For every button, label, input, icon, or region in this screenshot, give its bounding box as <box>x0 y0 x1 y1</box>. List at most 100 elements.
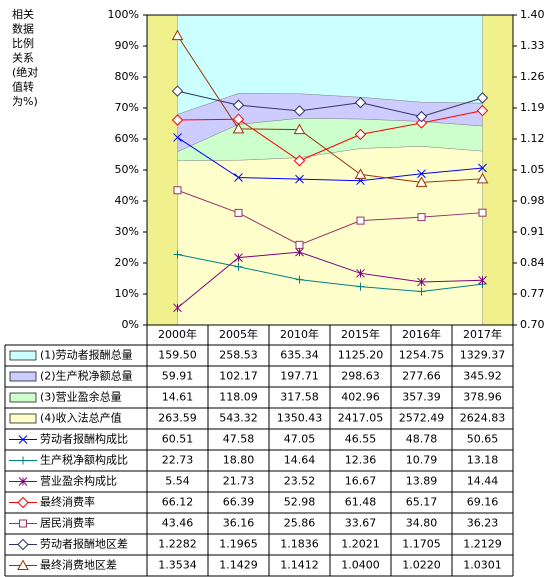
table-value: 1.1412 <box>280 559 319 572</box>
table-value: 1.0400 <box>341 559 380 572</box>
legend-marker <box>17 538 29 551</box>
y-tick-label: 90% <box>115 39 139 52</box>
table-value: 52.98 <box>284 496 316 509</box>
y-axis-label: 关系 <box>12 51 34 65</box>
table-value: 1125.20 <box>338 349 384 362</box>
x-tick-label: 2000年 <box>158 327 197 341</box>
x-tick-label: 2005年 <box>219 327 258 341</box>
marker <box>415 110 428 123</box>
marker <box>232 122 245 134</box>
table-value: 1.1836 <box>280 538 319 551</box>
y-tick-label: 10% <box>115 287 139 300</box>
line <box>177 137 483 182</box>
table-value: 66.12 <box>162 496 194 509</box>
table-value: 23.52 <box>284 475 316 488</box>
marker <box>295 275 304 284</box>
marker <box>356 216 365 225</box>
legend-key <box>9 413 37 424</box>
table-value: 277.66 <box>402 370 441 383</box>
table-value: 12.36 <box>345 454 377 467</box>
marker <box>295 247 304 257</box>
line <box>177 110 483 162</box>
table-value: 60.51 <box>162 433 194 446</box>
table-value: 2624.83 <box>460 412 506 425</box>
marker <box>171 114 184 126</box>
legend-label: (1)劳动者报酬总量 <box>40 348 133 362</box>
table-value: 16.67 <box>345 475 377 488</box>
marker <box>354 168 367 179</box>
table-value: 298.63 <box>341 370 380 383</box>
table-value: 47.58 <box>223 433 255 446</box>
marker <box>476 172 489 184</box>
table-value: 378.96 <box>463 391 502 404</box>
table-value: 43.46 <box>162 517 194 530</box>
table-value: 1.0220 <box>402 559 441 572</box>
table-value: 18.80 <box>223 454 255 467</box>
y2-tick-label: 1.05 <box>520 163 545 176</box>
marker <box>356 282 365 291</box>
y2-tick-label: 1.19 <box>520 101 545 114</box>
marker <box>417 213 426 222</box>
table-value: 2572.49 <box>399 412 445 425</box>
y-tick-label: 20% <box>115 256 139 269</box>
x-tick-label: 2010年 <box>280 327 319 341</box>
marker <box>478 163 487 173</box>
table-value: 48.78 <box>406 433 438 446</box>
table-value: 36.16 <box>223 517 255 530</box>
table-value: 1.0301 <box>463 559 502 572</box>
table-value: 1.2021 <box>341 538 380 551</box>
table-value: 10.79 <box>406 454 438 467</box>
table-value: 47.05 <box>284 433 316 446</box>
y-axis-label: 为%) <box>12 95 38 108</box>
table-value: 402.96 <box>341 391 380 404</box>
table-value: 258.53 <box>219 349 258 362</box>
marker <box>415 176 428 187</box>
table-value: 65.17 <box>406 496 438 509</box>
table-value: 345.92 <box>463 370 502 383</box>
legend-key <box>9 350 37 361</box>
legend-marker <box>17 559 29 570</box>
marker <box>171 29 184 41</box>
table-value: 1.2282 <box>158 538 197 551</box>
table-value: 1.1705 <box>402 538 441 551</box>
table-value: 1.2129 <box>463 538 502 551</box>
marker <box>417 287 426 296</box>
legend-label: (2)生产税净额总量 <box>40 369 133 383</box>
table-value: 59.91 <box>162 370 194 383</box>
marker <box>173 133 182 142</box>
table-value: 61.48 <box>345 496 377 509</box>
table-value: 1.1429 <box>219 559 258 572</box>
legend-marker <box>19 456 27 465</box>
table-value: 1.1965 <box>219 538 258 551</box>
legend-label: 居民消费率 <box>40 516 95 530</box>
table-value: 118.09 <box>219 391 258 404</box>
legend-label: 劳动者报酬地区差 <box>40 537 128 551</box>
y-axis-label: 比例 <box>12 36 34 50</box>
marker <box>234 208 243 217</box>
table-value: 13.89 <box>406 475 438 488</box>
y-axis-label: 值转 <box>12 80 34 94</box>
table-value: 14.64 <box>284 454 316 467</box>
table-value: 36.23 <box>467 517 499 530</box>
table-value: 14.44 <box>467 475 499 488</box>
y-tick-label: 70% <box>115 101 139 114</box>
legend-label: 最终消费率 <box>40 495 95 509</box>
y2-tick-label: 1.33 <box>520 39 545 52</box>
marker <box>173 186 182 195</box>
legend-marker <box>18 477 28 486</box>
y-tick-label: 60% <box>115 132 139 145</box>
marker <box>478 208 487 217</box>
marker <box>354 128 367 141</box>
table-value: 102.17 <box>219 370 258 383</box>
table-value: 1.3534 <box>158 559 197 572</box>
marker <box>295 240 304 249</box>
legend-key <box>9 371 37 382</box>
table-value: 263.59 <box>158 412 197 425</box>
marker <box>293 105 306 117</box>
legend-label: 最终消费地区差 <box>40 558 117 572</box>
table-value: 14.61 <box>162 391 194 404</box>
table-value: 357.39 <box>402 391 441 404</box>
legend-label: 营业盈余构成比 <box>40 474 117 488</box>
marker <box>417 169 426 179</box>
table-value: 317.58 <box>280 391 319 404</box>
